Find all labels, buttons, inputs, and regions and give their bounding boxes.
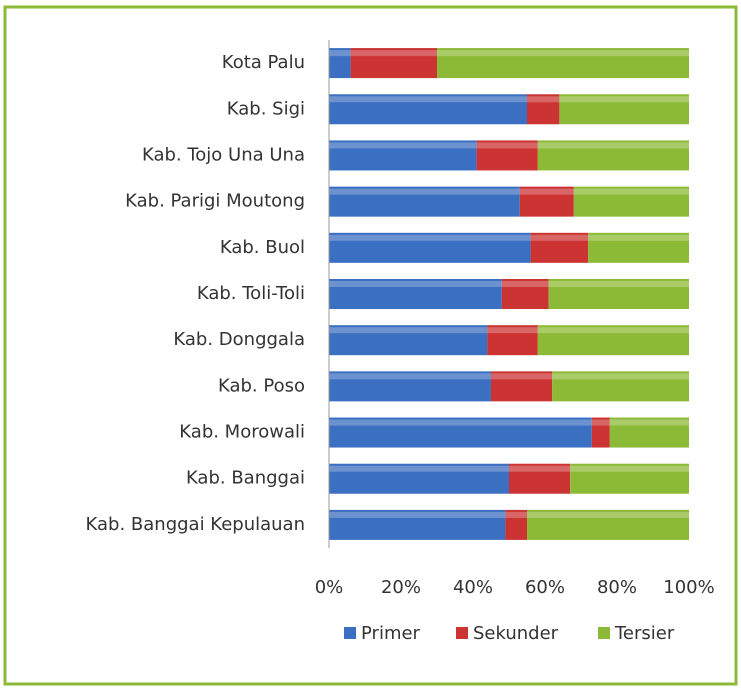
bar-segment bbox=[491, 371, 553, 402]
bar-highlight bbox=[552, 373, 689, 380]
bar-highlight bbox=[588, 234, 689, 241]
bar-highlight bbox=[437, 50, 689, 57]
bar-segment bbox=[552, 371, 689, 402]
bar-highlight bbox=[476, 142, 538, 149]
bar-highlight bbox=[491, 373, 553, 380]
bar-segment bbox=[509, 463, 571, 494]
bar-highlight bbox=[591, 419, 610, 426]
bar-highlight bbox=[505, 511, 527, 518]
bar-segment bbox=[537, 140, 689, 171]
bar-highlight bbox=[530, 234, 589, 241]
bar-segment bbox=[329, 509, 506, 540]
legend-marker bbox=[344, 627, 356, 639]
x-tick-label: 100% bbox=[663, 577, 714, 598]
bar-segment bbox=[609, 417, 689, 448]
bar-highlight bbox=[501, 281, 549, 287]
bar-segment bbox=[537, 325, 689, 356]
bar-segment bbox=[329, 94, 527, 125]
legend-marker bbox=[456, 627, 468, 639]
legend-marker bbox=[598, 627, 610, 639]
bar-highlight bbox=[519, 188, 574, 195]
bar-highlight bbox=[329, 188, 520, 195]
bar-segment bbox=[329, 325, 488, 356]
frame bbox=[3, 5, 738, 686]
y-tick-label: Kab. Buol bbox=[220, 237, 305, 258]
bar-segment bbox=[329, 279, 502, 309]
bar-highlight bbox=[329, 142, 477, 149]
bar-highlight bbox=[548, 281, 689, 287]
x-tick-label: 20% bbox=[381, 577, 421, 598]
bar-segment bbox=[329, 186, 520, 217]
bar-highlight bbox=[329, 281, 502, 287]
bar-segment bbox=[559, 94, 689, 125]
x-tick-label: 60% bbox=[525, 577, 565, 598]
bar-highlight bbox=[537, 142, 689, 149]
bar-highlight bbox=[329, 511, 506, 518]
y-tick-label: Kab. Toli-Toli bbox=[197, 283, 305, 304]
bar-highlight bbox=[537, 327, 689, 334]
y-tick-label: Kab. Sigi bbox=[227, 98, 305, 119]
bar-segment bbox=[350, 48, 437, 79]
bar-segment bbox=[527, 94, 560, 125]
bar-highlight bbox=[329, 373, 491, 380]
bar-segment bbox=[437, 48, 689, 79]
x-tick-label: 80% bbox=[597, 577, 637, 598]
bar-highlight bbox=[329, 419, 592, 426]
legend-label: Primer bbox=[361, 623, 421, 644]
bar-highlight bbox=[527, 96, 560, 103]
bar-highlight bbox=[609, 419, 689, 426]
bar-highlight bbox=[329, 465, 509, 472]
bar-segment bbox=[570, 463, 689, 494]
bar-highlight bbox=[527, 511, 689, 518]
bar-highlight bbox=[350, 50, 437, 57]
y-tick-label: Kab. Banggai bbox=[186, 468, 305, 489]
y-tick-label: Kab. Donggala bbox=[173, 329, 305, 350]
bar-segment bbox=[329, 48, 351, 79]
bar-segment bbox=[530, 232, 589, 263]
y-tick-label: Kab. Banggai Kepulauan bbox=[86, 514, 305, 535]
bar-highlight bbox=[570, 465, 689, 472]
y-tick-label: Kab. Poso bbox=[218, 375, 305, 396]
y-tick-label: Kota Palu bbox=[222, 52, 305, 73]
bar-highlight bbox=[329, 96, 527, 103]
bar-segment bbox=[548, 279, 689, 309]
bar-segment bbox=[487, 325, 538, 356]
y-tick-label: Kab. Tojo Una Una bbox=[142, 144, 305, 165]
y-tick-label: Kab. Parigi Moutong bbox=[125, 191, 305, 212]
x-tick-label: 40% bbox=[453, 577, 493, 598]
bar-segment bbox=[329, 232, 531, 263]
bar-segment bbox=[591, 417, 610, 448]
bar-segment bbox=[329, 417, 592, 448]
bar-highlight bbox=[573, 188, 689, 195]
bar-segment bbox=[329, 463, 509, 494]
bar-segment bbox=[588, 232, 689, 263]
bar-segment bbox=[527, 509, 689, 540]
bar-segment bbox=[476, 140, 538, 171]
bar-highlight bbox=[329, 50, 351, 57]
bar-segment bbox=[573, 186, 689, 217]
legend-label: Tersier bbox=[614, 623, 675, 644]
bar-segment bbox=[329, 371, 491, 402]
bar-highlight bbox=[329, 234, 531, 241]
bar-highlight bbox=[487, 327, 538, 334]
bar-highlight bbox=[559, 96, 689, 103]
bar-segment bbox=[519, 186, 574, 217]
bar-segment bbox=[501, 279, 549, 309]
bar-segment bbox=[329, 140, 477, 171]
y-tick-label: Kab. Morowali bbox=[179, 422, 305, 443]
bar-segment bbox=[505, 509, 527, 540]
x-tick-label: 0% bbox=[315, 577, 344, 598]
legend-label: Sekunder bbox=[473, 623, 559, 644]
bar-highlight bbox=[509, 465, 571, 472]
bar-highlight bbox=[329, 327, 488, 334]
